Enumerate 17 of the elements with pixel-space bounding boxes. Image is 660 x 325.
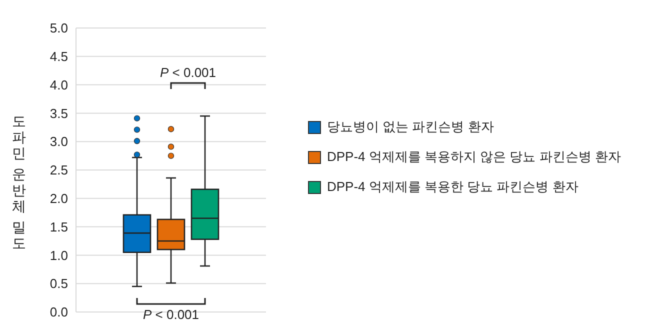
y-tick-label: 3.5 [50,106,68,121]
annotation: P < 0.001 [142,307,200,322]
y-tick-label: 0.5 [50,276,68,292]
y-axis-title: 도파민 운반체 밀도 [11,113,27,251]
legend-label: 당뇨병이 없는 파킨슨병 환자 [327,118,494,136]
annotation: P < 0.001 [160,65,216,80]
y-tick-label: 2.5 [50,162,68,178]
y-tick-label: 4.0 [50,77,68,92]
legend-label: DPP-4 억제제를 복용한 당뇨 파킨슨병 환자 [327,178,578,196]
legend-label: DPP-4 억제제를 복용하지 않은 당뇨 파킨슨병 환자 [327,148,621,166]
y-tick-label: 1.0 [50,248,68,263]
y-tick-label: 0.0 [50,304,68,320]
y-tick-label: 1.5 [50,219,68,234]
y-tick-label: 2.0 [50,191,68,206]
y-tick-label: 5.0 [50,20,68,36]
y-tick-label: 4.5 [50,49,68,64]
y-tick-label: 3.0 [50,134,68,150]
